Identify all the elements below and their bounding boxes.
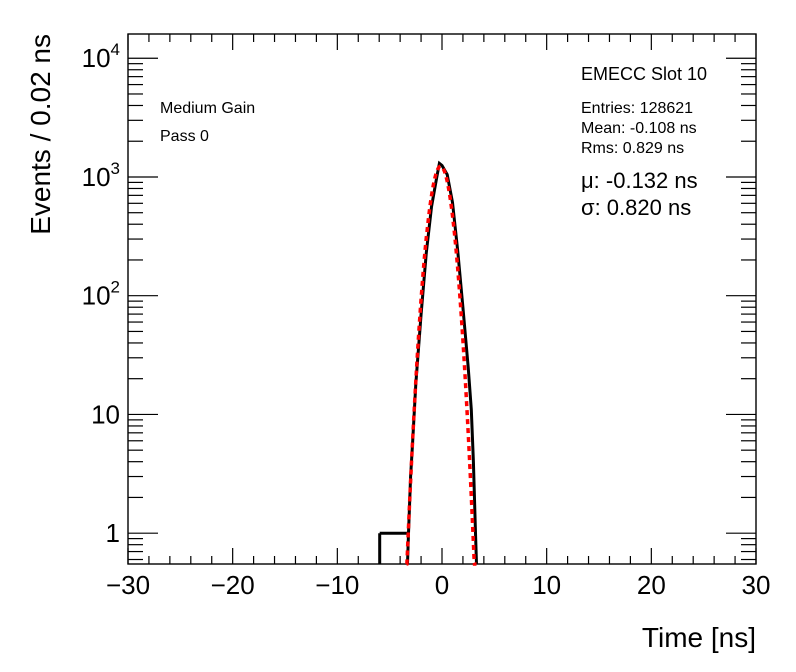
y-tick-base: 10 — [82, 43, 111, 73]
x-axis-tick-labels: −30 −20 −10 0 10 20 30 — [106, 570, 771, 600]
y-tick-exponent: 2 — [111, 278, 120, 297]
histogram-series — [378, 160, 478, 565]
y-tick-label: 102 — [82, 278, 120, 311]
x-tick-label: −30 — [106, 570, 150, 600]
y-tick-base: 1 — [106, 518, 120, 548]
gaussian-fit-curve — [405, 164, 477, 566]
y-tick-label: 10 — [91, 399, 120, 429]
stats-mean: Mean: -0.108 ns — [581, 120, 697, 137]
x-tick-label: −20 — [211, 570, 255, 600]
x-tick-label: 0 — [435, 570, 449, 600]
y-tick-label: 1 — [106, 518, 120, 548]
fit-sigma: σ: 0.820 ns — [581, 195, 691, 220]
stats-title: EMECC Slot 10 — [581, 64, 707, 84]
y-tick-exponent: 3 — [111, 159, 120, 178]
x-axis-title: Time [ns] — [642, 622, 756, 653]
x-tick-label: 30 — [742, 570, 771, 600]
y-tick-base: 10 — [82, 162, 111, 192]
x-axis-ticks — [127, 34, 757, 564]
y-tick-exponent: 4 — [111, 40, 120, 59]
y-tick-base: 10 — [91, 399, 120, 429]
y-axis-ticks — [128, 57, 756, 561]
x-tick-label: −10 — [315, 570, 359, 600]
y-tick-base: 10 — [82, 281, 111, 311]
x-tick-label: 10 — [532, 570, 561, 600]
y-tick-label: 104 — [82, 40, 120, 73]
gain-label: Medium Gain — [160, 100, 255, 117]
pass-label: Pass 0 — [160, 128, 209, 145]
y-tick-label: 103 — [82, 159, 120, 192]
stats-rms: Rms: 0.829 ns — [581, 140, 684, 157]
fit-mu: μ: -0.132 ns — [581, 168, 698, 193]
y-axis-title: Events / 0.02 ns — [25, 34, 56, 235]
x-tick-label: 20 — [637, 570, 666, 600]
stats-entries: Entries: 128621 — [581, 100, 693, 117]
